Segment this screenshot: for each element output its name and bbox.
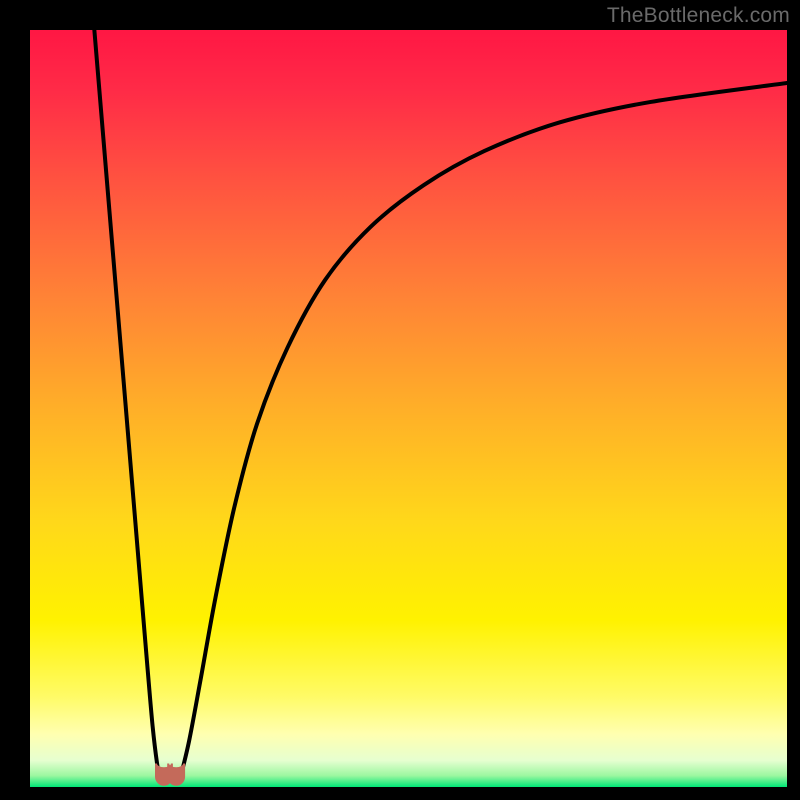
chart-frame: TheBottleneck.com [0,0,800,800]
gradient-background [30,30,787,787]
plot-svg [30,30,787,787]
plot-area [30,30,787,787]
minimum-marker [156,764,184,785]
watermark-text: TheBottleneck.com [607,4,790,28]
